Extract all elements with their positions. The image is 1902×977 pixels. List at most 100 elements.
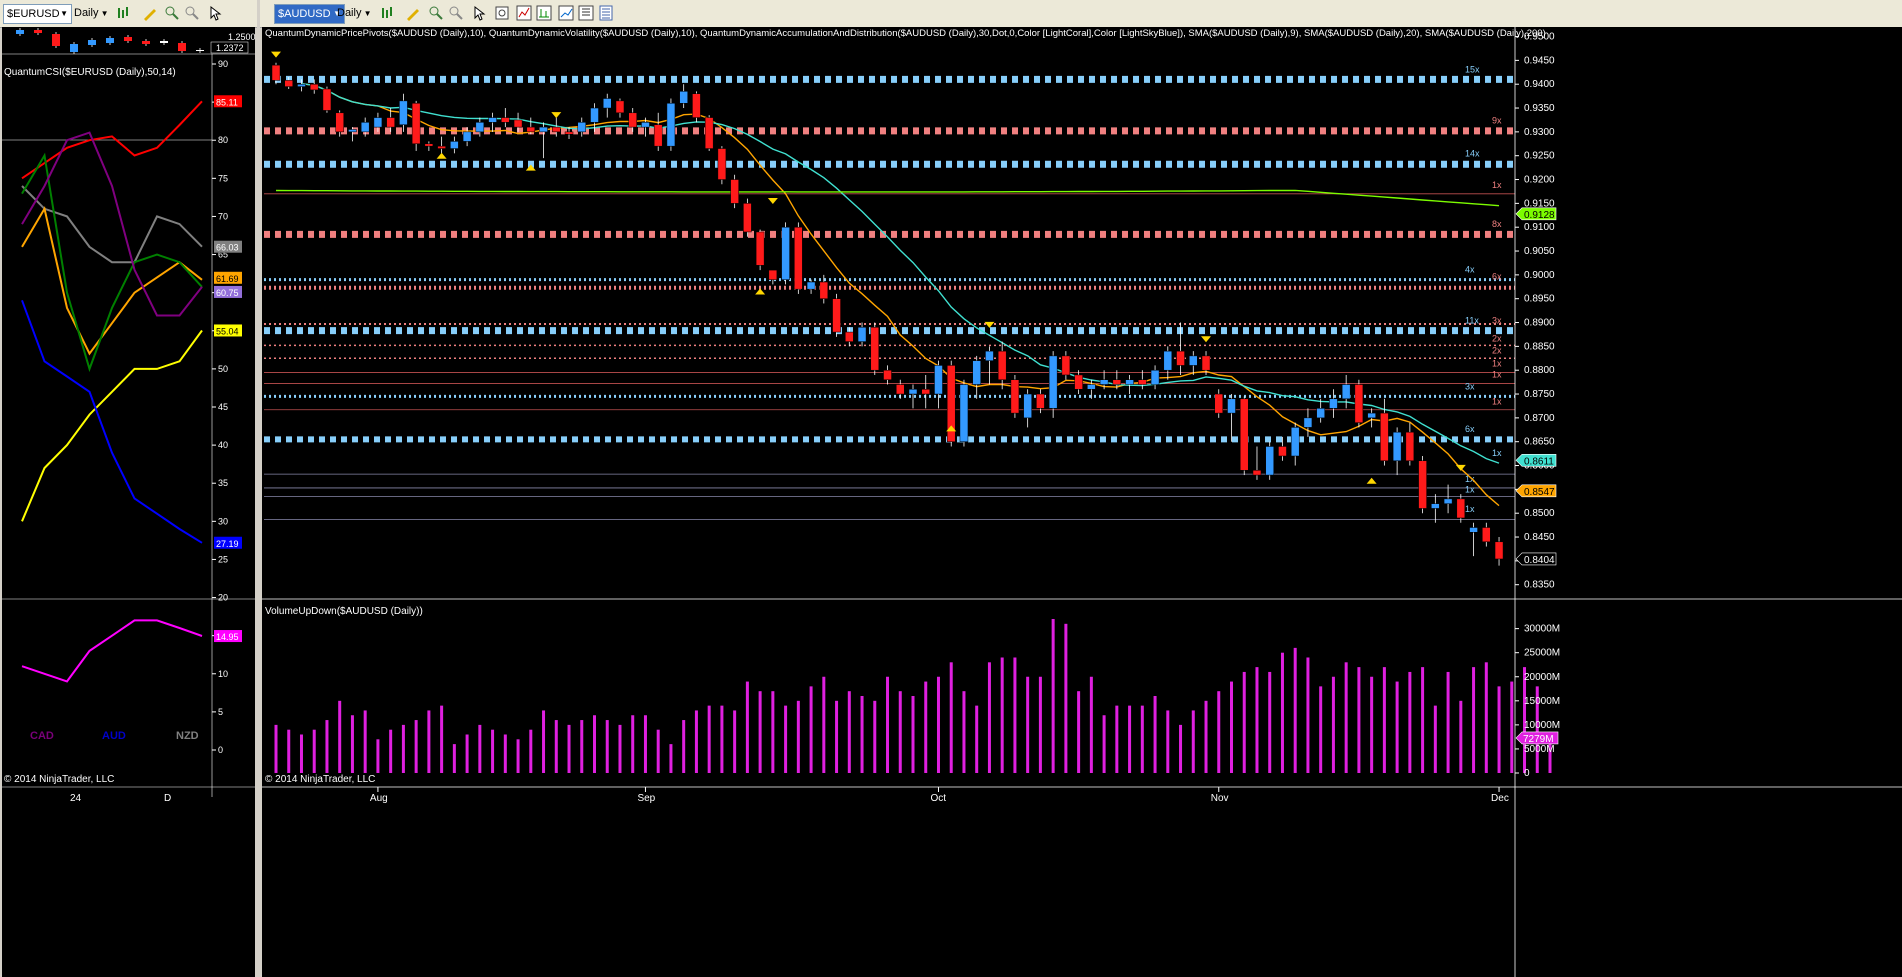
candle-up — [1443, 498, 1453, 504]
price-tag-sma200 — [1515, 207, 1557, 221]
volume-bar — [1306, 657, 1310, 773]
volume-bar — [1280, 652, 1284, 773]
csi-axis-label: 45 — [218, 402, 228, 412]
pivot-level-label: 3x — [1465, 381, 1475, 391]
candle-up — [1023, 393, 1032, 419]
right-chart-pane[interactable]: QuantumDynamicPricePivots($AUDUSD (Daily… — [262, 27, 1902, 977]
volume-bar — [1293, 647, 1297, 773]
data-box-icon[interactable] — [494, 5, 510, 21]
price-axis-label: 0.8850 — [1524, 341, 1555, 352]
volume-bar — [1382, 667, 1386, 773]
candle-up — [1150, 369, 1160, 385]
indicators-title: QuantumDynamicPricePivots($AUDUSD (Daily… — [265, 28, 1546, 39]
csi-tag-red — [214, 95, 242, 108]
cursor-icon[interactable] — [472, 5, 488, 21]
bar-type-icon[interactable] — [116, 5, 132, 21]
candle-up — [1367, 412, 1376, 419]
csi-lines — [21, 100, 203, 544]
left-chart-pane[interactable]: QuantumCSI($EURUSD (Daily),50,14) 1.2372… — [2, 27, 255, 977]
volume-bar — [720, 705, 724, 773]
chart-properties-icon[interactable] — [558, 5, 574, 21]
candle-down — [743, 203, 752, 233]
csi-line-aud — [21, 299, 203, 544]
right-symbol-select[interactable]: $AUDUSD ▼ — [274, 4, 345, 24]
left-price-axis-label: 1.2500 — [228, 32, 255, 42]
right-chart-window: $AUDUSD ▼ Daily ▼ QuantumDynamicPricePivo… — [260, 0, 1902, 977]
left-time-label-d: D — [164, 793, 171, 804]
candle-up — [972, 360, 981, 385]
candle-up — [959, 384, 969, 442]
left-time-label-24: 24 — [70, 793, 82, 804]
candle-up — [934, 365, 943, 395]
candle-up — [1469, 527, 1478, 533]
volume-bar — [1140, 705, 1144, 773]
indicators-icon[interactable] — [516, 5, 532, 21]
price-axis-label: 0.8700 — [1524, 413, 1555, 424]
mini-candle — [196, 50, 204, 51]
mini-candle — [88, 40, 96, 45]
candle-up — [1125, 379, 1134, 385]
candle-up — [908, 389, 918, 395]
volume-bar — [542, 710, 546, 773]
volume-bar — [1548, 737, 1552, 773]
price-axis-label: 0.9300 — [1524, 127, 1555, 138]
draw-pencil-icon[interactable] — [405, 5, 421, 21]
volume-bar — [656, 729, 660, 773]
candle-up — [1290, 427, 1300, 457]
candle-up — [1265, 446, 1274, 476]
candle-down — [1278, 446, 1287, 457]
price-axis-label: 0.9250 — [1524, 151, 1555, 162]
volatility-marker — [436, 152, 447, 159]
volume-bar — [1013, 657, 1017, 773]
volume-bar — [325, 720, 329, 773]
volume-bar — [911, 696, 915, 773]
volume-bar — [1204, 700, 1208, 773]
volume-bar — [1077, 691, 1081, 773]
bar-type-icon[interactable] — [380, 5, 396, 21]
pivot-level-label: 1x — [1465, 504, 1475, 514]
strategies-icon[interactable] — [536, 5, 552, 21]
left-price-tag: 1.2372 — [216, 43, 244, 53]
sma-lines — [275, 83, 1500, 507]
volume-bar — [771, 691, 775, 773]
candle-up — [985, 350, 994, 361]
zoom-out-icon[interactable] — [184, 5, 200, 21]
csi-axis-label: 40 — [218, 440, 228, 450]
csi-tag-orange — [214, 271, 242, 284]
nzd-sub-chart — [21, 619, 203, 683]
candle-down — [1010, 379, 1020, 414]
zoom-in-icon[interactable] — [164, 5, 180, 21]
properties-grid-icon[interactable] — [598, 5, 614, 21]
volume-bar — [784, 705, 788, 773]
zoom-in-icon[interactable] — [428, 5, 444, 21]
template-icon[interactable] — [578, 5, 594, 21]
csi-axis-label: 35 — [218, 478, 228, 488]
volume-bar — [1357, 667, 1361, 773]
candle-down — [322, 88, 332, 111]
candle-up — [360, 122, 370, 133]
cursor-icon[interactable] — [208, 5, 224, 21]
left-timeframe-select[interactable]: Daily ▼ — [74, 7, 109, 19]
left-symbol-select[interactable]: $EURUSD ▼ — [3, 4, 72, 24]
pivot-level-label: 1x — [1465, 474, 1475, 484]
candle-down — [1214, 393, 1224, 414]
pivot-level-label: 1x — [1465, 485, 1475, 495]
mini-candle — [178, 43, 186, 51]
volume-bar — [1064, 623, 1068, 773]
time-axis-label: Aug — [370, 793, 388, 804]
draw-pencil-icon[interactable] — [142, 5, 158, 21]
candle-down — [424, 143, 434, 147]
candle-down — [513, 119, 523, 128]
candle-down — [564, 131, 574, 135]
sma-20-line — [301, 83, 1500, 464]
pivot-level-label: 1x — [1492, 180, 1502, 190]
right-toolbar: $AUDUSD ▼ Daily ▼ — [260, 0, 1902, 28]
right-timeframe-select[interactable]: Daily ▼ — [337, 7, 372, 19]
volume-bar — [389, 729, 393, 773]
volume-bar — [618, 724, 622, 773]
time-axis-label: Oct — [930, 793, 946, 804]
volume-bar — [1089, 676, 1093, 773]
zoom-out-icon[interactable] — [448, 5, 464, 21]
csi-line-gbp — [21, 185, 203, 264]
candle-up — [666, 103, 676, 147]
